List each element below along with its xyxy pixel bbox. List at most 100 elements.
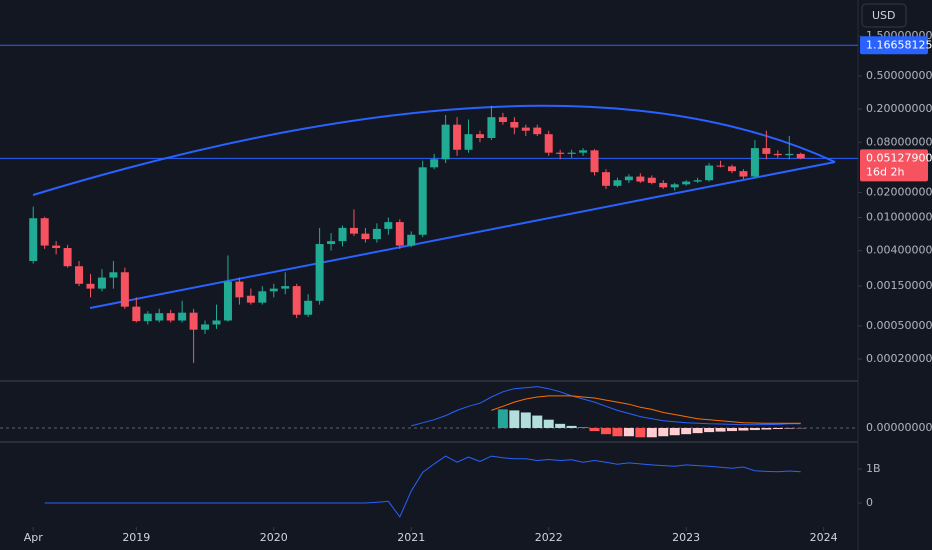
y-tick-label: 0.50000000 bbox=[866, 69, 932, 82]
histogram-bar bbox=[578, 427, 589, 428]
candle-body bbox=[395, 222, 404, 246]
y-tick-label: 0.00150000 bbox=[866, 279, 932, 292]
candle-body bbox=[120, 272, 129, 307]
trend-line bbox=[89, 161, 836, 309]
candle-body bbox=[63, 248, 72, 267]
candle-body bbox=[785, 153, 794, 156]
histogram-bar bbox=[784, 427, 795, 429]
y-tick-label: 0 bbox=[866, 496, 873, 509]
histogram-bar bbox=[612, 427, 623, 437]
histogram-bar bbox=[761, 427, 772, 430]
x-tick-label: 2019 bbox=[122, 531, 150, 544]
candle-body bbox=[727, 166, 736, 172]
histogram-bar bbox=[600, 427, 611, 435]
candle-body bbox=[258, 291, 267, 303]
candle-body bbox=[636, 176, 645, 182]
histogram-bar bbox=[543, 419, 554, 428]
marks: 1.500000000.500000000.200000000.08000000… bbox=[0, 29, 932, 544]
candle-body bbox=[281, 286, 290, 289]
candle-body bbox=[796, 153, 805, 159]
histogram-bar bbox=[532, 415, 543, 428]
currency-button[interactable] bbox=[861, 3, 907, 28]
x-tick-label: 2020 bbox=[260, 531, 288, 544]
candle-body bbox=[487, 117, 496, 138]
alert-label-box bbox=[860, 36, 928, 55]
candle-body bbox=[132, 306, 141, 322]
histogram-bar bbox=[555, 423, 566, 428]
histogram-bar bbox=[658, 427, 669, 437]
histogram-bar bbox=[635, 427, 646, 438]
candle-body bbox=[349, 227, 358, 234]
candle-body bbox=[384, 222, 393, 229]
candle-body bbox=[338, 227, 347, 242]
candle-body bbox=[109, 272, 118, 278]
indicator-line bbox=[44, 455, 801, 518]
candle-body bbox=[418, 167, 427, 235]
histogram-bar bbox=[749, 427, 760, 431]
candle-body bbox=[327, 241, 336, 245]
y-tick-label: 1B bbox=[866, 462, 881, 475]
histogram-bar bbox=[566, 425, 577, 428]
candle-body bbox=[716, 165, 725, 167]
candle-body bbox=[464, 134, 473, 150]
candle-body bbox=[292, 286, 301, 315]
histogram-bar bbox=[669, 427, 680, 436]
candle-body bbox=[441, 124, 450, 160]
signal-line bbox=[491, 395, 801, 424]
candle-body bbox=[361, 233, 370, 240]
x-tick-label: 2022 bbox=[535, 531, 563, 544]
candle-body bbox=[670, 184, 679, 188]
candle-body bbox=[624, 176, 633, 181]
candle-body bbox=[475, 134, 484, 138]
candle-body bbox=[430, 159, 439, 168]
candle-body bbox=[510, 122, 519, 128]
countdown-label: 16d 2h bbox=[866, 165, 904, 178]
alert-label: 1.16658125 bbox=[866, 38, 932, 51]
candle-body bbox=[235, 281, 244, 298]
candle-body bbox=[166, 313, 175, 321]
candle-body bbox=[155, 313, 164, 321]
currency: USD bbox=[872, 9, 896, 22]
candle-body bbox=[97, 277, 106, 289]
candle-body bbox=[453, 124, 462, 150]
candle-body bbox=[739, 171, 748, 177]
candle-body bbox=[533, 127, 542, 135]
candle-body bbox=[29, 218, 38, 262]
x-tick-label: Apr bbox=[24, 531, 44, 544]
trend-curve bbox=[32, 104, 836, 196]
x-tick-label: 2023 bbox=[672, 531, 700, 544]
histogram-bar bbox=[520, 412, 531, 428]
histogram-bar bbox=[497, 409, 508, 428]
x-tick-label: 2024 bbox=[810, 531, 838, 544]
candle-body bbox=[567, 152, 576, 154]
y-tick-label: 0.01000000 bbox=[866, 210, 932, 223]
candle-body bbox=[75, 266, 84, 284]
histogram-bar bbox=[692, 427, 703, 434]
candle-body bbox=[544, 134, 553, 153]
candle-body bbox=[601, 172, 610, 186]
y-tick-label: 0.00000000 bbox=[866, 421, 932, 434]
candle-body bbox=[762, 148, 771, 154]
last-price-label: 0.05127900 bbox=[866, 151, 932, 164]
candle-body bbox=[189, 312, 198, 330]
histogram-bar bbox=[715, 427, 726, 432]
candle-body bbox=[52, 245, 61, 249]
y-tick-label: 0.00400000 bbox=[866, 244, 932, 257]
candle-body bbox=[246, 295, 255, 303]
candle-body bbox=[372, 228, 381, 240]
candle-body bbox=[315, 244, 324, 301]
histogram-bar bbox=[704, 427, 715, 433]
y-tick-label: 0.00050000 bbox=[866, 319, 932, 332]
candle-body bbox=[682, 181, 691, 185]
candle-body bbox=[556, 152, 565, 154]
y-tick-label: 0.00020000 bbox=[866, 352, 932, 365]
candle-body bbox=[178, 312, 187, 321]
candle-body bbox=[659, 182, 668, 188]
candle-body bbox=[773, 153, 782, 156]
candle-body bbox=[647, 177, 656, 183]
histogram-bar bbox=[509, 410, 520, 428]
last-price-box bbox=[860, 149, 928, 182]
histogram-bar bbox=[681, 427, 692, 435]
